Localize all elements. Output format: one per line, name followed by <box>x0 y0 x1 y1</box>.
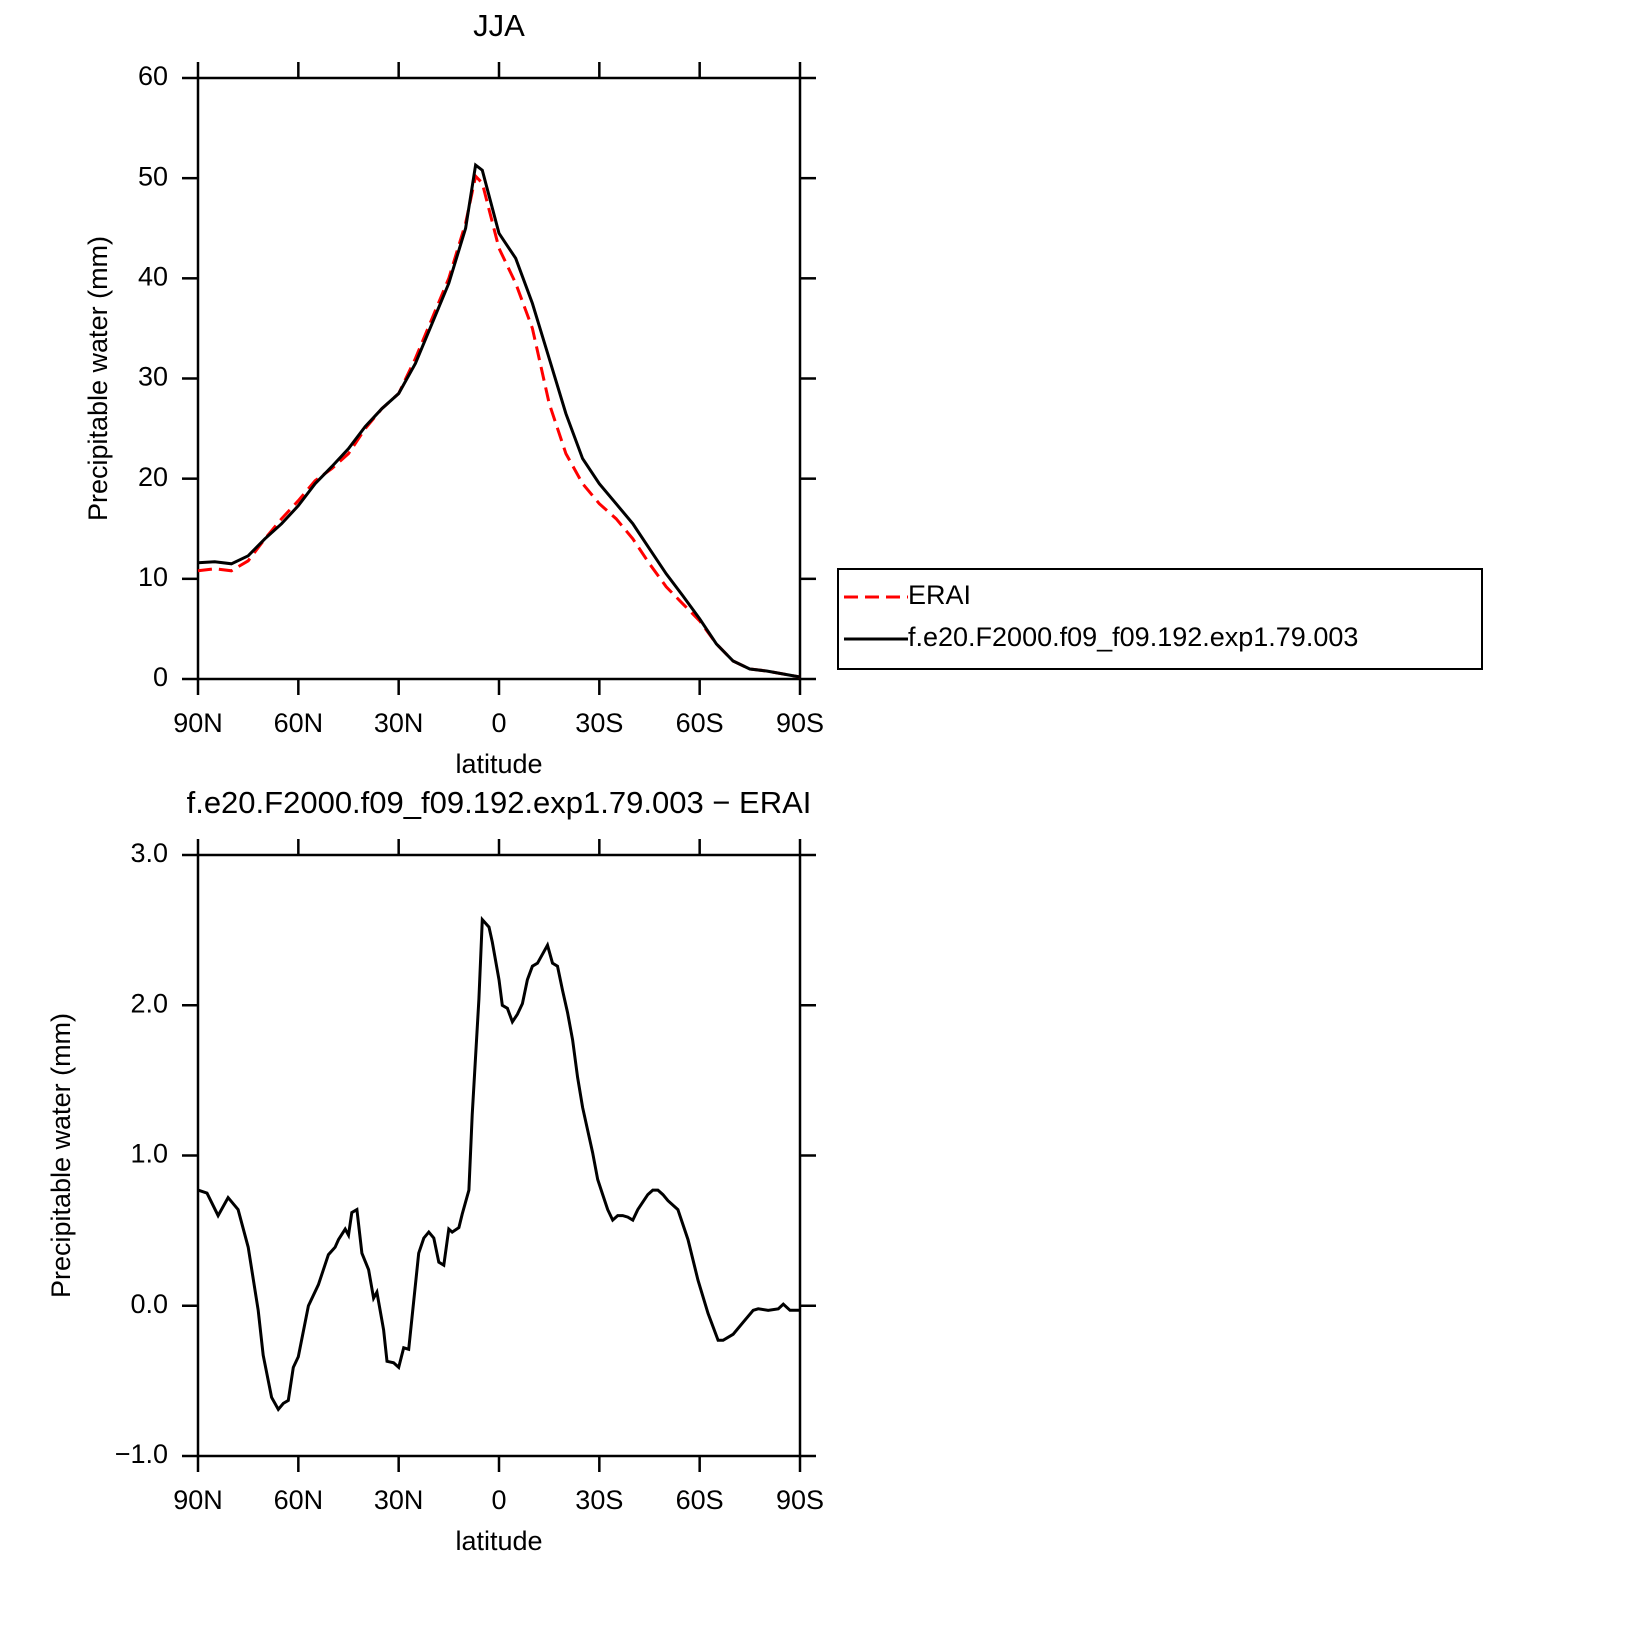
x-tick-label: 60S <box>676 708 724 738</box>
y-tick-label: −1.0 <box>115 1439 168 1469</box>
chart-title: JJA <box>473 8 525 43</box>
legend-label: f.e20.F2000.f09_f09.192.exp1.79.003 <box>908 622 1358 652</box>
x-axis-label: latitude <box>455 1526 542 1556</box>
y-tick-label: 0 <box>153 662 168 692</box>
legend-box <box>837 568 1483 670</box>
y-tick-label: 40 <box>138 261 168 291</box>
legend-label: ERAI <box>908 580 971 610</box>
x-tick-label: 30S <box>575 1485 623 1515</box>
x-tick-label: 60N <box>274 708 324 738</box>
y-tick-label: 2.0 <box>130 988 168 1018</box>
data-line <box>197 162 801 679</box>
data-line <box>197 915 800 1413</box>
x-tick-label: 30N <box>374 708 424 738</box>
y-axis-label: Precipitable water (mm) <box>46 1013 76 1298</box>
y-tick-label: 0.0 <box>130 1289 168 1319</box>
y-tick-label: 10 <box>138 562 168 592</box>
y-tick-label: 3.0 <box>130 838 168 868</box>
x-tick-label: 90S <box>776 708 824 738</box>
chart-title: f.e20.F2000.f09_f09.192.exp1.79.003 − ER… <box>187 785 812 820</box>
data-line <box>197 173 801 679</box>
y-tick-label: 30 <box>138 362 168 392</box>
x-tick-label: 0 <box>491 1485 506 1515</box>
x-axis-label: latitude <box>455 749 542 779</box>
x-tick-label: 90N <box>173 1485 223 1515</box>
x-tick-label: 30S <box>575 708 623 738</box>
plot-frame <box>196 76 802 681</box>
x-tick-label: 90N <box>173 708 223 738</box>
y-axis-label: Precipitable water (mm) <box>83 236 113 521</box>
x-tick-label: 60S <box>676 1485 724 1515</box>
x-tick-label: 0 <box>491 708 506 738</box>
y-tick-label: 50 <box>138 161 168 191</box>
plot-frame <box>196 853 802 1458</box>
x-tick-label: 90S <box>776 1485 824 1515</box>
y-tick-label: 20 <box>138 462 168 492</box>
x-tick-label: 30N <box>374 1485 424 1515</box>
x-tick-label: 60N <box>274 1485 324 1515</box>
y-tick-label: 60 <box>138 61 168 91</box>
y-tick-label: 1.0 <box>130 1139 168 1169</box>
